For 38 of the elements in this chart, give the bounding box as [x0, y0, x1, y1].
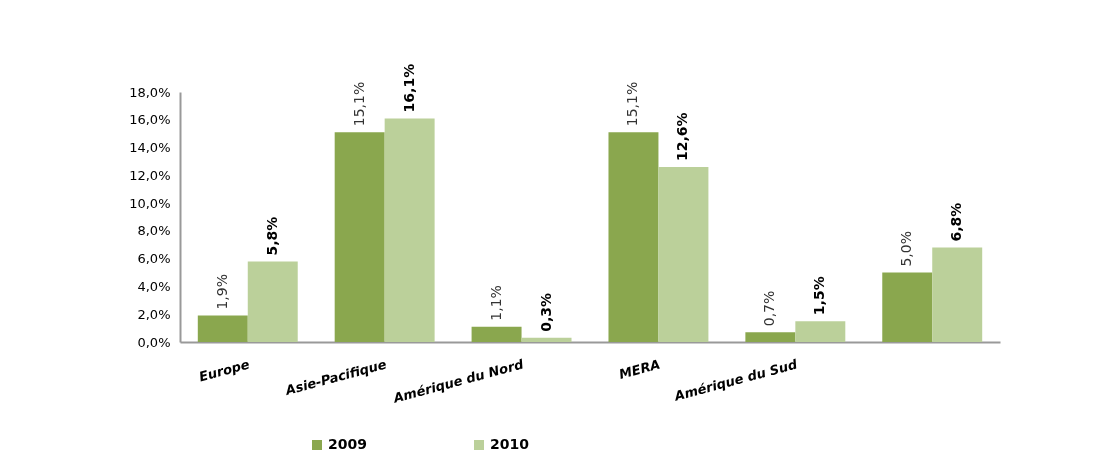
y-tick-label: 12,0%: [129, 167, 171, 183]
bar: [197, 315, 248, 342]
bar: [334, 132, 385, 342]
data-label: 6,8%: [948, 202, 965, 242]
data-label: 15,1%: [624, 81, 641, 127]
data-label: 1,5%: [811, 276, 828, 316]
y-tick-label: 2,0%: [137, 306, 171, 322]
bar: [471, 326, 522, 342]
y-tick-label: 16,0%: [129, 112, 171, 128]
data-label: 15,1%: [350, 81, 367, 127]
data-label: 1,1%: [487, 285, 504, 321]
bar: [932, 247, 983, 342]
data-label: 0,7%: [761, 290, 778, 327]
y-tick-label: 10,0%: [129, 195, 171, 211]
y-tick-label: 8,0%: [137, 223, 171, 239]
bar: [795, 321, 846, 342]
y-tick-label: 0,0%: [137, 334, 171, 350]
y-tick-label: 18,0%: [129, 84, 171, 100]
data-label: 0,3%: [537, 293, 554, 332]
bar: [384, 118, 435, 342]
data-label: 1,9%: [213, 274, 230, 310]
bar: [745, 332, 796, 342]
data-label: 12,6%: [674, 112, 691, 161]
bar: [247, 261, 298, 342]
data-label: 5,0%: [898, 230, 915, 267]
data-label: 5,8%: [263, 216, 280, 256]
bar: [658, 167, 709, 342]
bar: [521, 337, 572, 342]
y-tick-label: 6,0%: [137, 251, 171, 267]
data-label: 16,1%: [400, 63, 417, 113]
x-tick-label: MERA: [617, 356, 662, 382]
x-tick-label: Europe: [197, 356, 252, 385]
y-tick-label: 4,0%: [137, 278, 171, 294]
bar: [608, 132, 659, 342]
bar: [882, 272, 933, 342]
legend-label: 2010: [490, 436, 530, 452]
y-tick-label: 14,0%: [129, 140, 171, 156]
legend-label: 2009: [328, 436, 367, 452]
